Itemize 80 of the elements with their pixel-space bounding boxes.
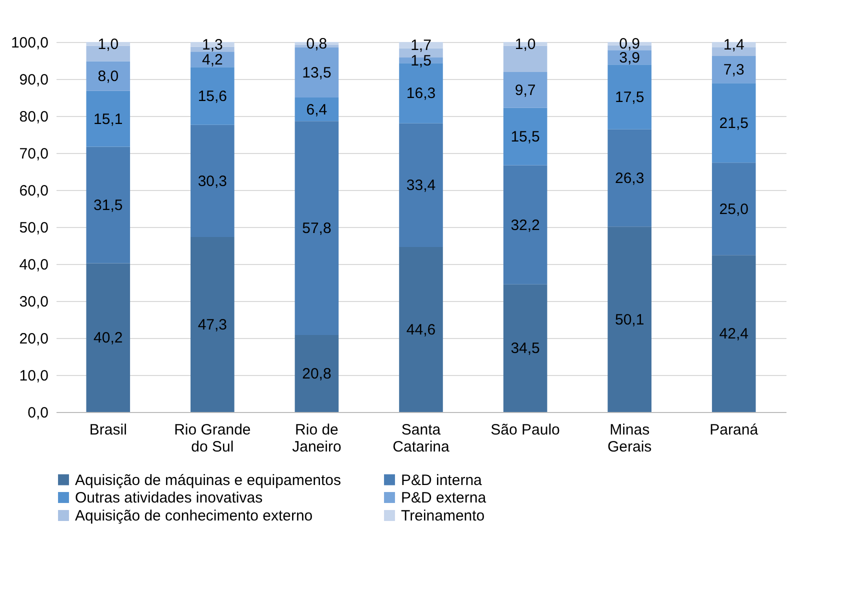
bar <box>399 123 443 247</box>
bar <box>86 263 130 412</box>
x-tick-label: Rio de Janeiro <box>292 422 342 456</box>
bar <box>712 255 756 412</box>
legend-label: Aquisição de conhecimento externo <box>75 508 313 524</box>
x-tick-label: Brasil <box>89 422 127 438</box>
bar <box>86 146 130 264</box>
bar <box>503 108 548 166</box>
data-label: 50,1 <box>614 311 644 328</box>
data-label: 1,0 <box>98 36 119 53</box>
legend-label: Treinamento <box>401 508 485 524</box>
y-tick-label: 40,0 <box>19 256 48 274</box>
bar <box>399 246 443 412</box>
legend-label: Aquisição de máquinas e equipamentos <box>75 472 342 489</box>
y-tick-label: 50,0 <box>19 220 48 236</box>
bar <box>86 61 130 91</box>
y-tick-label: 30,0 <box>19 294 48 310</box>
data-label: 57,8 <box>302 220 332 238</box>
bar <box>294 335 339 412</box>
data-label: 6,4 <box>306 101 328 118</box>
x-tick-label: Rio Grande do Sul <box>174 422 251 456</box>
data-label: 33,4 <box>406 177 436 194</box>
bar <box>190 236 234 412</box>
data-label: 44,6 <box>406 321 436 338</box>
data-label: 15,6 <box>198 88 228 106</box>
data-label: 17,5 <box>614 88 644 106</box>
x-tick-label: Paraná <box>710 422 759 438</box>
bar <box>712 56 756 84</box>
y-tick-label: 70,0 <box>19 146 48 162</box>
data-label: 47,3 <box>198 316 228 334</box>
data-label: 1,7 <box>410 37 432 54</box>
data-label: 15,5 <box>510 128 540 146</box>
data-label: 32,2 <box>510 216 540 234</box>
y-tick-label: 80,0 <box>19 108 48 126</box>
data-label: 13,5 <box>302 64 332 82</box>
x-tick-label: Minas Gerais <box>607 422 652 456</box>
bar <box>503 72 548 108</box>
data-label: 16,3 <box>406 85 436 102</box>
data-label: 31,5 <box>94 196 123 214</box>
legend-label: P&D externa <box>401 490 487 506</box>
y-tick-label: 100,0 <box>10 34 48 52</box>
data-label: 1,3 <box>202 36 223 54</box>
bar <box>294 121 339 336</box>
data-label: 34,5 <box>510 340 540 358</box>
y-tick-label: 0,0 <box>28 404 48 422</box>
data-label: 0,8 <box>306 35 328 52</box>
data-label: 42,4 <box>719 326 748 343</box>
bar <box>294 98 339 122</box>
data-label: 8,0 <box>98 68 119 86</box>
bar <box>86 90 130 147</box>
data-label: 20,8 <box>302 366 332 383</box>
y-tick-label: 10,0 <box>19 368 48 384</box>
data-label: 1,5 <box>410 52 432 70</box>
bar <box>712 162 756 256</box>
data-label: 9,7 <box>514 82 536 99</box>
bar <box>608 129 652 227</box>
bar <box>608 64 652 130</box>
data-label: 1,0 <box>514 36 536 53</box>
bar <box>503 165 548 284</box>
data-label: 30,3 <box>198 172 228 190</box>
bar <box>503 284 548 412</box>
legend-label: Outras atividades inovativas <box>75 490 263 506</box>
legend-label: P&D interna <box>401 472 483 489</box>
data-label: 15,1 <box>94 110 123 128</box>
bar <box>712 83 756 163</box>
data-label: 7,3 <box>723 62 744 79</box>
x-tick-label: São Paulo <box>490 422 560 438</box>
y-tick-label: 60,0 <box>19 182 48 200</box>
data-label: 40,2 <box>94 330 123 347</box>
data-label: 21,5 <box>719 114 748 132</box>
data-label: 4,2 <box>202 51 223 68</box>
y-tick-label: 20,0 <box>19 330 48 348</box>
x-tick-label: Santa Catarina <box>392 422 450 456</box>
data-label: 1,4 <box>723 36 744 54</box>
bar <box>608 226 652 412</box>
data-label: 26,3 <box>614 170 644 187</box>
bar <box>190 67 234 125</box>
y-tick-label: 90,0 <box>19 72 48 88</box>
bar <box>190 124 234 237</box>
data-label: 25,0 <box>719 200 748 218</box>
